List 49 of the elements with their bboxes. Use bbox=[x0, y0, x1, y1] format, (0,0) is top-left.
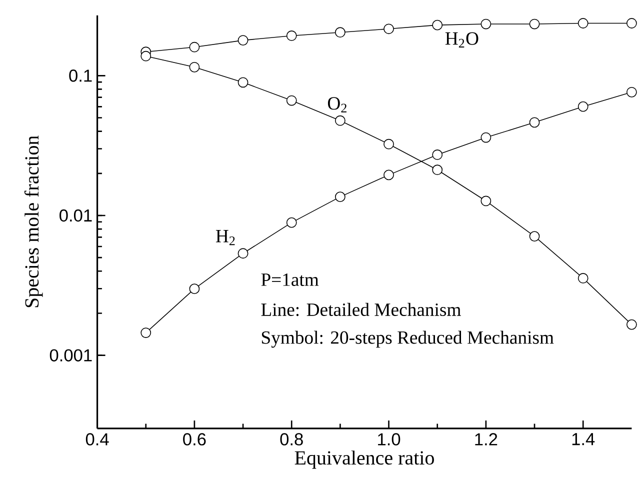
point bbox=[334, 192, 346, 202]
point bbox=[334, 116, 346, 126]
y-tick-label: 0.1 bbox=[69, 70, 92, 82]
point bbox=[189, 62, 200, 72]
annotation: Symbol: 20-steps Reduced Mechanism bbox=[262, 330, 554, 348]
x-tick-label: 1.0 bbox=[378, 433, 400, 446]
point bbox=[480, 132, 492, 143]
series-label: H$_{2}$O bbox=[445, 32, 478, 48]
point bbox=[529, 18, 540, 30]
point bbox=[578, 18, 588, 29]
y-axis-title: Species mole fraction bbox=[24, 136, 43, 308]
x-tick-label: 1.4 bbox=[572, 433, 595, 446]
point bbox=[238, 35, 248, 46]
series-label: H$_{2}$ bbox=[216, 230, 235, 246]
point bbox=[286, 95, 297, 106]
point bbox=[529, 117, 540, 128]
point bbox=[238, 248, 248, 259]
point bbox=[480, 196, 492, 206]
series-label: O$_{2}$ bbox=[328, 97, 346, 112]
annotation: P=1atm bbox=[261, 274, 319, 286]
point bbox=[384, 139, 394, 150]
point bbox=[529, 231, 540, 242]
point bbox=[334, 27, 346, 38]
x-axis-title: Equivalence ratio bbox=[294, 450, 434, 469]
point bbox=[238, 77, 248, 88]
point bbox=[626, 87, 637, 98]
point bbox=[189, 284, 200, 294]
point bbox=[432, 20, 443, 30]
point bbox=[286, 218, 297, 228]
y-tick-label: 0.001 bbox=[50, 349, 92, 362]
annotation: Line: Detailed Mechanism bbox=[261, 302, 461, 316]
x-tick-label: 0.8 bbox=[280, 433, 303, 446]
x-tick-label: 1.2 bbox=[475, 433, 498, 446]
point bbox=[432, 150, 443, 160]
point bbox=[578, 102, 588, 112]
point bbox=[286, 30, 297, 42]
x-tick-label: 0.6 bbox=[183, 433, 206, 446]
point bbox=[384, 24, 394, 34]
y-tick-label: 0.01 bbox=[60, 209, 92, 222]
point bbox=[189, 42, 200, 52]
point bbox=[140, 328, 152, 338]
point bbox=[626, 319, 637, 330]
x-tick-label: 0.4 bbox=[86, 433, 109, 446]
point bbox=[432, 164, 443, 176]
point bbox=[140, 51, 152, 62]
point bbox=[384, 170, 394, 180]
point bbox=[626, 18, 637, 29]
point bbox=[578, 273, 588, 284]
point bbox=[480, 18, 492, 30]
